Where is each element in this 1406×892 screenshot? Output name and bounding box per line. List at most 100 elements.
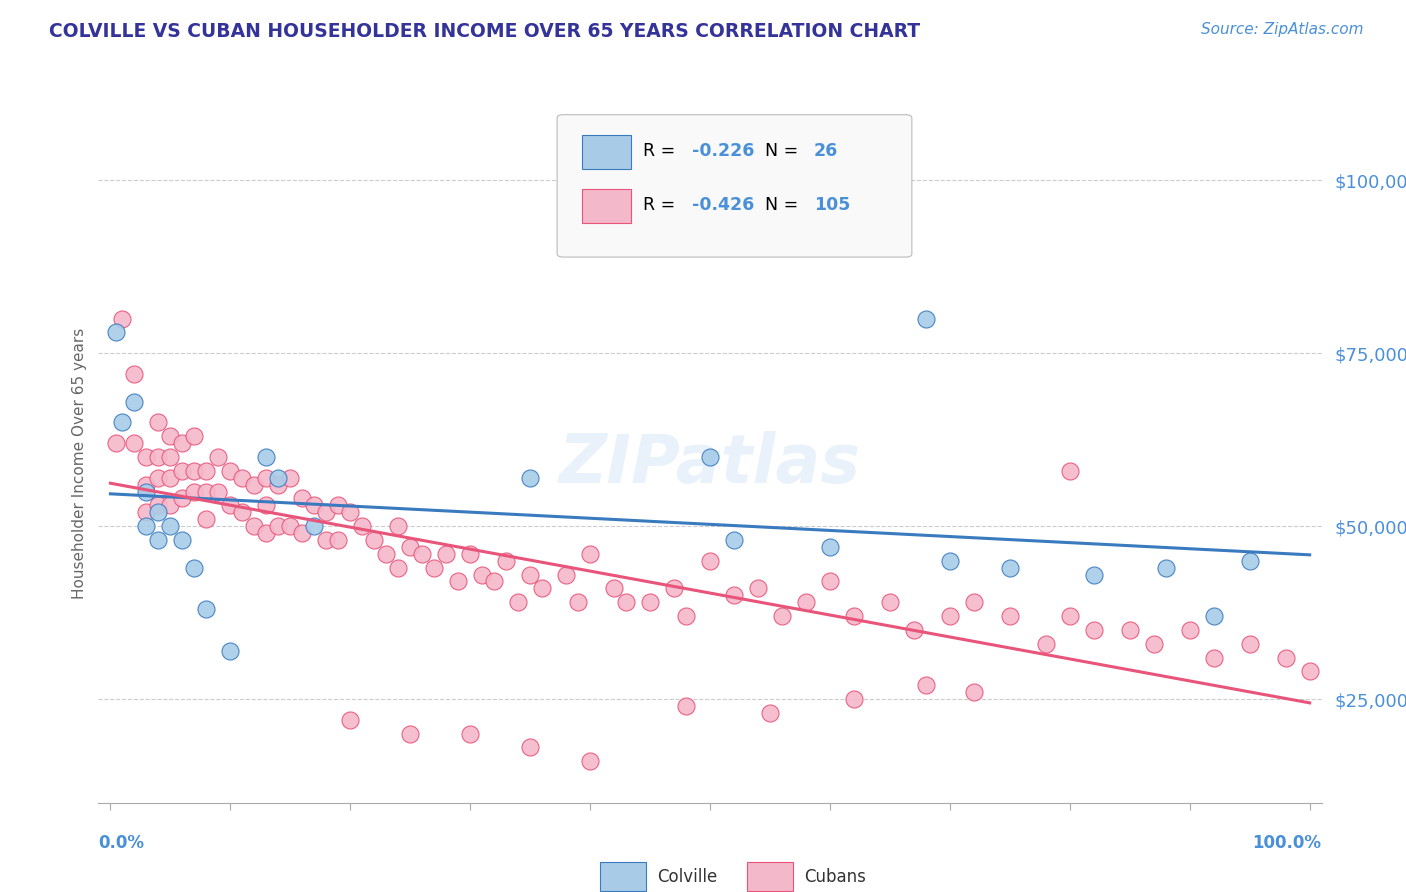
Point [183, 429, 205, 443]
Text: N =: N = [765, 196, 804, 214]
Point [267, 477, 290, 491]
Point [207, 450, 229, 464]
Point [482, 574, 505, 589]
Text: R =: R = [643, 142, 681, 160]
Point [434, 547, 457, 561]
Text: -0.226: -0.226 [692, 142, 754, 160]
FancyBboxPatch shape [600, 863, 647, 891]
Point [243, 477, 266, 491]
Point [363, 533, 385, 547]
Point [842, 692, 865, 706]
Text: 0.0%: 0.0% [98, 834, 145, 852]
Point [555, 567, 578, 582]
Point [219, 464, 242, 478]
Point [818, 540, 841, 554]
Point [375, 547, 398, 561]
Point [254, 526, 277, 541]
Point [183, 484, 205, 499]
Point [105, 326, 128, 340]
Point [508, 595, 530, 609]
Point [939, 609, 962, 624]
Point [135, 519, 157, 533]
Point [423, 560, 446, 574]
Point [339, 713, 361, 727]
Point [135, 450, 157, 464]
Point [939, 554, 962, 568]
Point [1143, 637, 1166, 651]
Point [399, 540, 422, 554]
Point [195, 602, 218, 616]
Point [759, 706, 782, 720]
Text: ZIPatlas: ZIPatlas [560, 431, 860, 497]
Point [723, 533, 745, 547]
Point [1035, 637, 1057, 651]
Point [148, 505, 170, 519]
Point [291, 526, 314, 541]
Point [243, 519, 266, 533]
Point [638, 595, 661, 609]
Point [148, 471, 170, 485]
Point [458, 547, 481, 561]
Text: 26: 26 [814, 142, 838, 160]
Point [159, 429, 181, 443]
Point [278, 519, 301, 533]
Point [172, 436, 194, 450]
Point [1298, 665, 1320, 679]
Point [458, 726, 481, 740]
Point [328, 499, 350, 513]
Point [903, 623, 925, 637]
Point [1202, 609, 1225, 624]
Point [411, 547, 433, 561]
Point [519, 740, 541, 755]
Point [278, 471, 301, 485]
Point [315, 505, 337, 519]
FancyBboxPatch shape [747, 863, 793, 891]
Point [1178, 623, 1201, 637]
Point [662, 582, 685, 596]
Point [794, 595, 817, 609]
Point [195, 464, 218, 478]
Text: Cubans: Cubans [804, 868, 866, 886]
Point [471, 567, 494, 582]
Point [254, 499, 277, 513]
Point [254, 471, 277, 485]
Point [495, 554, 517, 568]
Point [579, 547, 602, 561]
Point [747, 582, 769, 596]
Point [124, 394, 146, 409]
Point [675, 698, 697, 713]
Point [148, 450, 170, 464]
Point [998, 609, 1021, 624]
Point [304, 519, 326, 533]
Y-axis label: Householder Income Over 65 years: Householder Income Over 65 years [72, 328, 87, 599]
Point [183, 464, 205, 478]
Point [519, 567, 541, 582]
Point [207, 484, 229, 499]
Point [675, 609, 697, 624]
Point [603, 582, 626, 596]
Point [614, 595, 637, 609]
Point [304, 499, 326, 513]
Point [818, 574, 841, 589]
Point [124, 367, 146, 381]
Point [172, 491, 194, 506]
Point [998, 560, 1021, 574]
FancyBboxPatch shape [557, 115, 912, 257]
Point [1119, 623, 1142, 637]
Point [105, 436, 128, 450]
Point [879, 595, 901, 609]
Point [111, 311, 134, 326]
Point [723, 588, 745, 602]
Text: 100.0%: 100.0% [1253, 834, 1322, 852]
Point [172, 533, 194, 547]
Point [219, 643, 242, 657]
Point [963, 595, 986, 609]
Point [148, 499, 170, 513]
Point [963, 685, 986, 699]
Point [124, 436, 146, 450]
Point [1239, 554, 1261, 568]
Point [195, 512, 218, 526]
Point [339, 505, 361, 519]
Point [1202, 650, 1225, 665]
Point [770, 609, 793, 624]
